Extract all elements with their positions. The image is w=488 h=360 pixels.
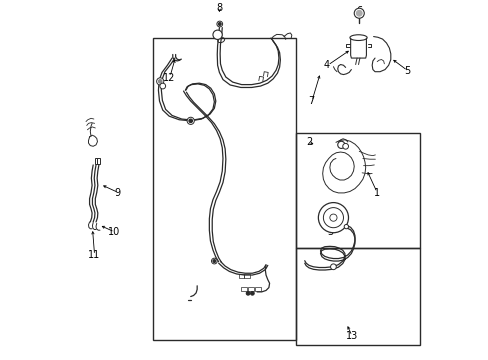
Bar [296, 248, 419, 345]
Text: 6: 6 [355, 6, 362, 17]
Circle shape [217, 21, 222, 27]
Circle shape [250, 292, 254, 295]
Text: 10: 10 [107, 227, 120, 237]
Bar [296, 134, 419, 248]
Bar [255, 287, 261, 291]
Circle shape [337, 141, 344, 148]
Circle shape [188, 119, 192, 123]
Circle shape [160, 83, 165, 89]
Text: 1: 1 [373, 188, 380, 198]
Circle shape [212, 30, 222, 40]
Circle shape [329, 214, 336, 221]
Bar [97, 158, 100, 164]
Circle shape [246, 292, 249, 295]
Circle shape [156, 78, 163, 85]
Text: 11: 11 [87, 250, 100, 260]
Text: 13: 13 [345, 331, 358, 341]
Text: 8: 8 [216, 3, 222, 13]
Circle shape [356, 10, 362, 16]
Text: 2: 2 [305, 138, 311, 147]
Circle shape [212, 260, 215, 262]
Circle shape [188, 119, 192, 123]
Circle shape [218, 23, 221, 26]
Bar [244, 274, 249, 278]
Text: 12: 12 [163, 73, 175, 83]
Bar [238, 274, 244, 278]
Text: 3: 3 [327, 227, 333, 237]
Circle shape [330, 264, 336, 270]
Circle shape [342, 143, 348, 149]
Text: 4: 4 [323, 60, 329, 70]
Circle shape [344, 225, 348, 229]
Text: 9: 9 [114, 188, 120, 198]
Circle shape [353, 8, 364, 18]
Circle shape [318, 203, 348, 233]
Bar [94, 158, 97, 164]
Bar [241, 287, 246, 291]
Bar [247, 287, 253, 291]
Text: 7: 7 [307, 96, 313, 106]
Circle shape [187, 117, 194, 125]
Circle shape [211, 258, 217, 264]
Bar [153, 39, 296, 339]
Text: 5: 5 [404, 66, 410, 76]
Circle shape [158, 80, 162, 83]
Circle shape [323, 208, 343, 228]
